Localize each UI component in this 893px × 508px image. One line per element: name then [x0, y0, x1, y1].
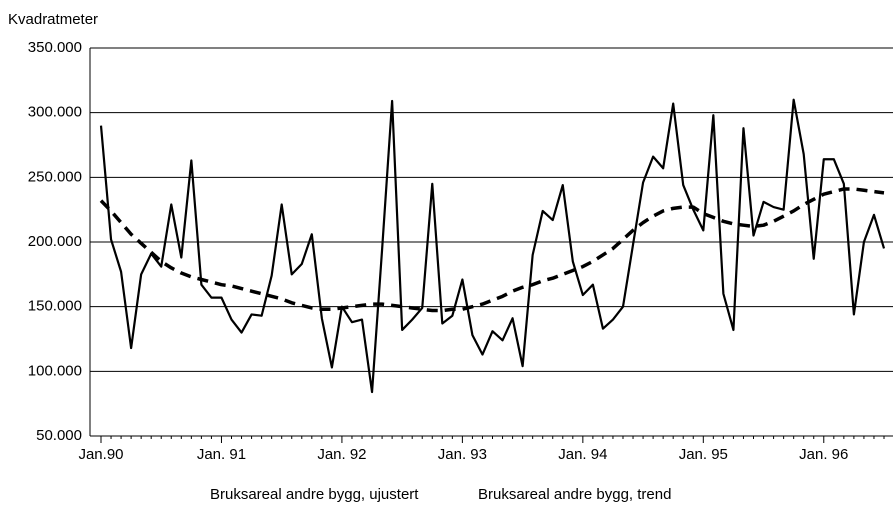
- x-tick-label: Jan. 92: [317, 446, 366, 463]
- y-tick-label: 100.000: [28, 362, 82, 379]
- x-tick-label: Jan. 95: [679, 446, 728, 463]
- y-tick-label: 350.000: [28, 39, 82, 56]
- x-tick-label: Jan. 96: [799, 446, 848, 463]
- y-tick-label: 250.000: [28, 168, 82, 185]
- y-tick-label: 300.000: [28, 104, 82, 121]
- data-line: [99, 98, 886, 394]
- trend-line: [99, 187, 885, 313]
- y-tick-label: 50.000: [36, 427, 82, 444]
- legend-label: Bruksareal andre bygg, ujustert: [210, 486, 419, 503]
- x-tick-label: Jan. 93: [438, 446, 487, 463]
- x-tick-label: Jan. 91: [197, 446, 246, 463]
- y-axis-label: Kvadratmeter: [8, 11, 98, 28]
- legend-label: Bruksareal andre bygg, trend: [478, 486, 671, 503]
- x-tick-label: Jan.90: [78, 446, 123, 463]
- y-tick-label: 200.000: [28, 233, 82, 250]
- x-tick-label: Jan. 94: [558, 446, 607, 463]
- y-tick-label: 150.000: [28, 298, 82, 315]
